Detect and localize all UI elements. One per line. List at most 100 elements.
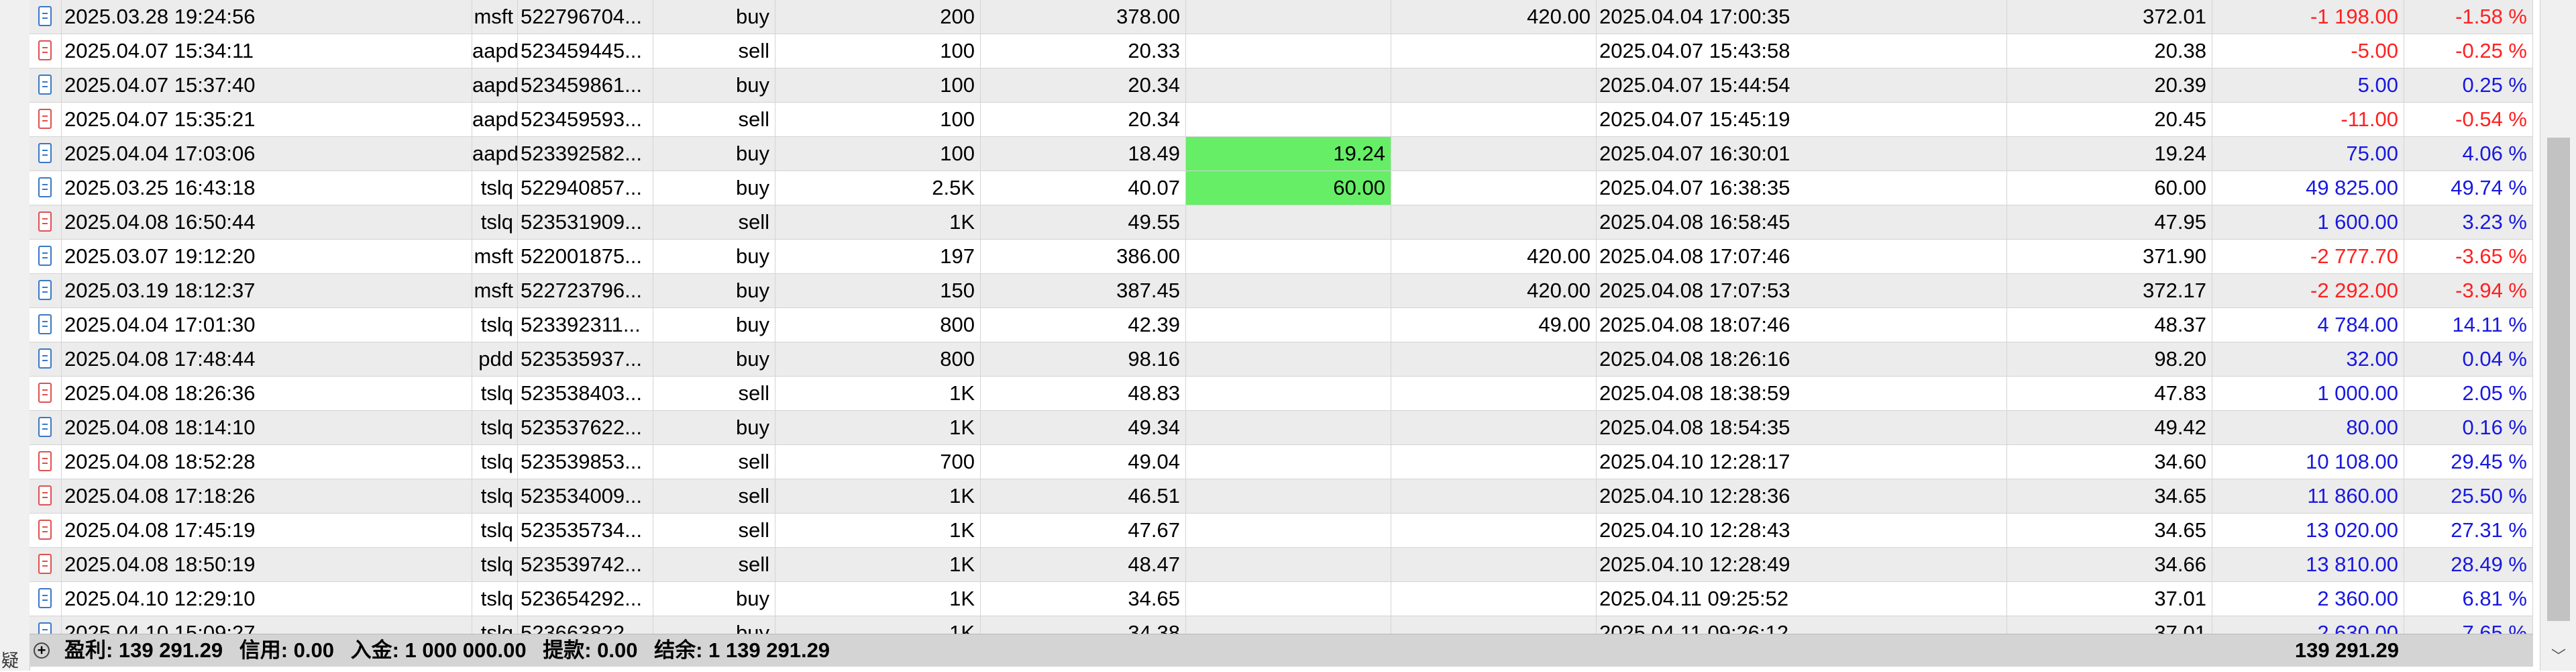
row-icon-cell — [30, 514, 62, 547]
cell-stop-loss — [1186, 342, 1391, 376]
cell-volume: 1K — [775, 582, 981, 616]
cell-close-time: 2025.04.08 18:38:59 — [1597, 377, 2007, 410]
cell-close-time: 2025.04.08 17:07:53 — [1597, 274, 2007, 307]
cell-take-profit — [1391, 137, 1597, 171]
cell-profit-percent: 0.16 % — [2404, 411, 2533, 444]
cell-stop-loss — [1186, 514, 1391, 547]
cell-close-price: 20.45 — [2007, 103, 2212, 136]
cell-close-price: 37.01 — [2007, 582, 2212, 616]
cell-profit-percent: 25.50 % — [2404, 479, 2533, 513]
cell-open-time: 2025.04.10 12:29:10 — [62, 582, 472, 616]
cell-profit-percent: 49.74 % — [2404, 171, 2533, 205]
table-row[interactable]: 2025.04.08 18:52:28 tslq 523539853... sell 7… — [30, 445, 2533, 479]
cell-open-time: 2025.04.08 18:52:28 — [62, 445, 472, 479]
cell-open-price: 42.39 — [981, 308, 1186, 342]
cell-volume: 100 — [775, 68, 981, 102]
cell-profit: 5.00 — [2212, 68, 2404, 102]
gutter-label: 疑 — [1, 651, 19, 671]
cell-close-time: 2025.04.10 12:28:17 — [1597, 445, 2007, 479]
cell-symbol: tslq — [472, 582, 518, 616]
cell-stop-loss — [1186, 240, 1391, 273]
cell-profit-percent: -0.54 % — [2404, 103, 2533, 136]
cell-open-price: 34.65 — [981, 582, 1186, 616]
row-icon-cell — [30, 68, 62, 102]
cell-take-profit — [1391, 548, 1597, 581]
cell-symbol: tslq — [472, 548, 518, 581]
cell-ticket: 522723796... — [518, 274, 653, 307]
cell-take-profit — [1391, 34, 1597, 68]
cell-ticket: 523534009... — [518, 479, 653, 513]
table-row[interactable]: 2025.04.08 17:48:44 pdd 523535937... buy 800… — [30, 342, 2533, 377]
cell-profit-percent: 6.81 % — [2404, 582, 2533, 616]
order-sell-icon — [38, 40, 52, 60]
summary-balance: 结余: 1 139 291.29 — [654, 638, 830, 662]
cell-type: buy — [653, 240, 775, 273]
cell-volume: 2.5K — [775, 171, 981, 205]
scrollbar-thumb[interactable] — [2547, 138, 2570, 621]
cell-open-time: 2025.04.07 15:35:21 — [62, 103, 472, 136]
table-row[interactable]: 2025.03.28 19:24:56 msft 522796704... buy 20… — [30, 0, 2533, 34]
order-sell-icon — [38, 554, 52, 574]
table-row[interactable]: 2025.03.25 16:43:18 tslq 522940857... buy 2.… — [30, 171, 2533, 205]
table-row[interactable]: 2025.04.08 17:18:26 tslq 523534009... sell 1… — [30, 479, 2533, 514]
cell-volume: 100 — [775, 103, 981, 136]
cell-open-price: 48.47 — [981, 548, 1186, 581]
cell-take-profit — [1391, 342, 1597, 376]
vertical-scrollbar[interactable]: ﹀ — [2540, 0, 2576, 671]
table-row[interactable]: 2025.04.07 15:34:11 aapd 523459445... sell 1… — [30, 34, 2533, 68]
table-row[interactable]: 2025.04.08 16:50:44 tslq 523531909... sell 1… — [30, 205, 2533, 240]
cell-ticket: 523539853... — [518, 445, 653, 479]
table-row[interactable]: 2025.04.07 15:37:40 aapd 523459861... buy 10… — [30, 68, 2533, 103]
cell-symbol: msft — [472, 240, 518, 273]
table-row[interactable]: 2025.04.08 18:50:19 tslq 523539742... sell 1… — [30, 548, 2533, 582]
row-icon-cell — [30, 103, 62, 136]
cell-profit: 11 860.00 — [2212, 479, 2404, 513]
table-row[interactable]: 2025.04.08 17:45:19 tslq 523535734... sell 1… — [30, 514, 2533, 548]
summary-profit: 盈利: 139 291.29 — [64, 638, 223, 662]
cell-close-price: 372.01 — [2007, 0, 2212, 34]
cell-volume: 800 — [775, 308, 981, 342]
cell-ticket: 523392582... — [518, 137, 653, 171]
table-row[interactable]: 2025.04.10 12:29:10 tslq 523654292... buy 1K… — [30, 582, 2533, 616]
cell-close-price: 60.00 — [2007, 171, 2212, 205]
cell-stop-loss — [1186, 411, 1391, 444]
table-row[interactable]: 2025.04.08 18:14:10 tslq 523537622... buy 1K… — [30, 411, 2533, 445]
cell-type: sell — [653, 377, 775, 410]
cell-type: buy — [653, 342, 775, 376]
cell-take-profit: 49.00 — [1391, 308, 1597, 342]
table-row[interactable]: 2025.03.07 19:12:20 msft 522001875... buy 19… — [30, 240, 2533, 274]
order-buy-icon — [38, 246, 52, 266]
cell-open-price: 98.16 — [981, 342, 1186, 376]
cell-type: buy — [653, 411, 775, 444]
table-row[interactable]: 2025.04.07 15:35:21 aapd 523459593... sell 1… — [30, 103, 2533, 137]
cell-profit: 80.00 — [2212, 411, 2404, 444]
cell-close-time: 2025.04.10 12:28:36 — [1597, 479, 2007, 513]
plus-circle-icon[interactable]: + — [34, 642, 50, 659]
cell-symbol: pdd — [472, 342, 518, 376]
order-buy-icon — [38, 75, 52, 95]
cell-stop-loss — [1186, 445, 1391, 479]
table-row[interactable]: 2025.04.04 17:01:30 tslq 523392311... buy 80… — [30, 308, 2533, 342]
scroll-down-arrow-icon[interactable]: ﹀ — [2551, 648, 2566, 665]
row-icon-cell — [30, 582, 62, 616]
order-sell-icon — [38, 451, 52, 471]
cell-close-price: 47.83 — [2007, 377, 2212, 410]
cell-type: sell — [653, 514, 775, 547]
cell-take-profit: 420.00 — [1391, 274, 1597, 307]
cell-take-profit — [1391, 205, 1597, 239]
row-icon-cell — [30, 377, 62, 410]
cell-close-price: 98.20 — [2007, 342, 2212, 376]
table-row[interactable]: 2025.04.08 18:26:36 tslq 523538403... sell 1… — [30, 377, 2533, 411]
cell-ticket: 522796704... — [518, 0, 653, 34]
cell-open-price: 48.83 — [981, 377, 1186, 410]
cell-profit: -2 777.70 — [2212, 240, 2404, 273]
cell-open-time: 2025.04.07 15:34:11 — [62, 34, 472, 68]
order-buy-icon — [38, 6, 52, 26]
table-row[interactable]: 2025.03.19 18:12:37 msft 522723796... buy 15… — [30, 274, 2533, 308]
cell-take-profit — [1391, 103, 1597, 136]
cell-type: sell — [653, 205, 775, 239]
cell-open-price: 49.55 — [981, 205, 1186, 239]
cell-open-time: 2025.04.08 18:26:36 — [62, 377, 472, 410]
table-row[interactable]: 2025.04.04 17:03:06 aapd 523392582... buy 10… — [30, 137, 2533, 171]
cell-ticket: 523459593... — [518, 103, 653, 136]
